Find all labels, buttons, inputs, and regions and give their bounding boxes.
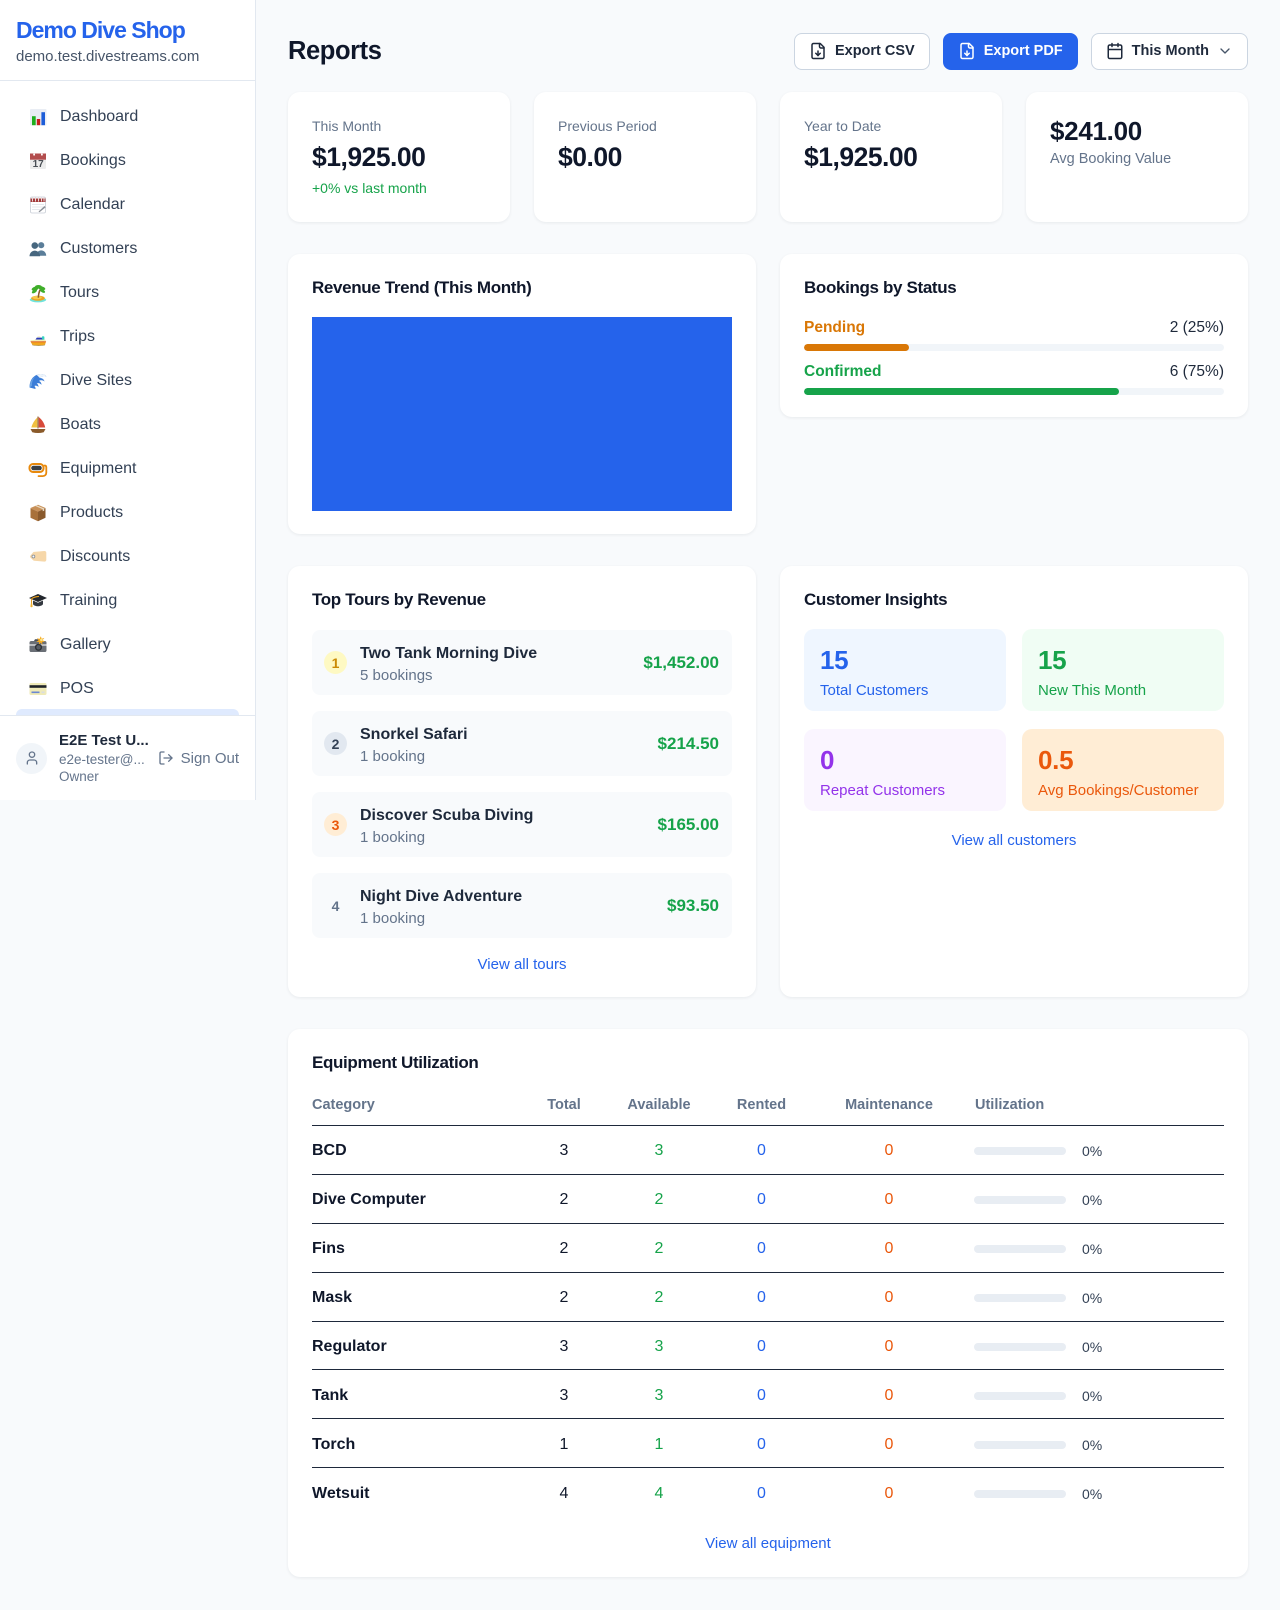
svg-text:17: 17 [33, 159, 45, 170]
